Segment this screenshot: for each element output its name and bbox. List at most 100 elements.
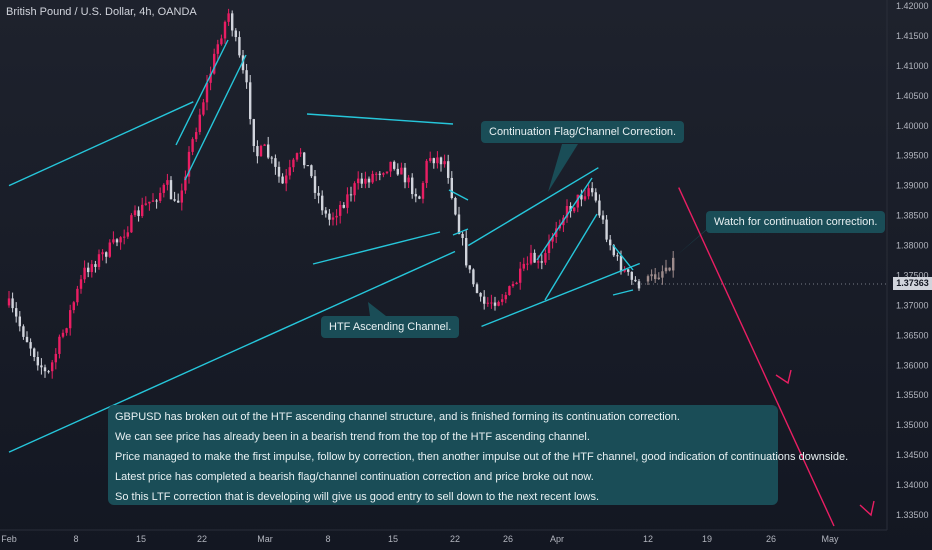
candle <box>540 261 543 263</box>
flag-callout[interactable]: Continuation Flag/Channel Correction. <box>481 121 685 143</box>
candle <box>187 151 191 177</box>
candle <box>108 242 111 257</box>
candle <box>317 192 320 196</box>
x-tick-label: 19 <box>702 534 712 544</box>
y-tick-label: 1.36500 <box>896 330 929 340</box>
candle <box>270 157 273 159</box>
candle <box>267 144 270 158</box>
inner-flag-lower-line <box>544 213 598 301</box>
candle <box>450 177 453 199</box>
candle <box>576 194 579 208</box>
chart-title: British Pound / U.S. Dollar, 4h, OANDA <box>6 6 197 18</box>
htf-callout-pointer <box>368 302 386 316</box>
y-tick-label: 1.40500 <box>896 91 929 101</box>
candle <box>630 271 633 280</box>
candle <box>123 236 126 238</box>
projection-candle <box>661 271 664 278</box>
candle <box>533 252 536 263</box>
candle <box>25 336 29 343</box>
candle <box>7 298 11 306</box>
candle <box>331 217 335 220</box>
candle <box>223 21 227 39</box>
candle <box>288 167 291 176</box>
candle <box>508 286 511 296</box>
candle <box>411 177 414 195</box>
candle <box>198 114 201 133</box>
note-line: So this LTF correction that is developin… <box>115 491 600 503</box>
candle <box>598 200 601 216</box>
y-tick-label: 1.42000 <box>896 1 929 11</box>
candle <box>547 241 551 254</box>
y-tick-label: 1.37500 <box>896 270 929 280</box>
y-tick-label: 1.33500 <box>896 510 929 520</box>
candle <box>238 37 241 56</box>
candle <box>526 263 529 265</box>
projection-candle <box>657 277 660 280</box>
projection-candle <box>646 276 650 282</box>
candle <box>83 267 86 280</box>
note-line: Latest price has completed a bearish fla… <box>115 471 594 483</box>
candle <box>148 201 151 204</box>
candle <box>418 196 421 199</box>
candle <box>367 178 371 183</box>
analysis-notes[interactable]: GBPUSD has broken out of the HTF ascendi… <box>108 405 848 505</box>
candle <box>511 284 515 287</box>
candle <box>209 73 212 83</box>
candle <box>310 165 313 177</box>
candle <box>191 139 194 152</box>
candle <box>285 175 288 184</box>
candle <box>213 53 216 74</box>
y-tick-label: 1.37000 <box>896 300 929 310</box>
candle <box>97 254 101 267</box>
candle <box>126 232 129 237</box>
htf-callout[interactable]: HTF Ascending Channel. <box>321 316 460 338</box>
candle <box>429 158 432 161</box>
candle <box>115 239 119 243</box>
candle <box>601 215 605 220</box>
candle <box>227 13 230 22</box>
candle <box>33 348 36 358</box>
y-tick-label: 1.40000 <box>896 121 929 131</box>
candle <box>475 284 479 293</box>
candle <box>472 269 475 285</box>
candle <box>299 152 302 154</box>
impulse-lower-line <box>184 54 247 181</box>
candle <box>583 196 587 200</box>
candle <box>627 269 630 272</box>
candle <box>396 168 399 175</box>
candle <box>133 210 137 216</box>
candle <box>637 281 641 289</box>
x-tick-label: 8 <box>325 534 330 544</box>
candle <box>414 194 417 197</box>
candle <box>349 194 353 196</box>
candle <box>457 214 461 234</box>
candle <box>529 252 533 264</box>
candle <box>565 206 569 218</box>
candle <box>493 302 497 306</box>
candle <box>328 213 331 220</box>
candle <box>15 308 18 317</box>
candle <box>479 292 482 297</box>
watch-callout[interactable]: Watch for continuation correction. <box>706 211 886 233</box>
x-tick-label: Feb <box>1 534 17 544</box>
candle <box>623 269 626 272</box>
candle <box>303 152 306 166</box>
candle <box>443 161 446 165</box>
candle <box>112 239 115 243</box>
candle <box>101 252 104 255</box>
candle <box>465 238 468 266</box>
candle <box>72 302 75 311</box>
candle <box>375 173 378 175</box>
candle <box>573 207 576 212</box>
x-tick-label: 26 <box>503 534 513 544</box>
flag-upper-line <box>467 167 599 247</box>
candle <box>177 200 180 203</box>
flag-lower-line <box>481 262 640 328</box>
candle <box>393 161 396 169</box>
triangle-lower-line <box>312 231 441 265</box>
candle <box>382 173 385 175</box>
projection-candle <box>664 267 668 272</box>
candle <box>616 255 619 257</box>
candle <box>65 328 68 333</box>
